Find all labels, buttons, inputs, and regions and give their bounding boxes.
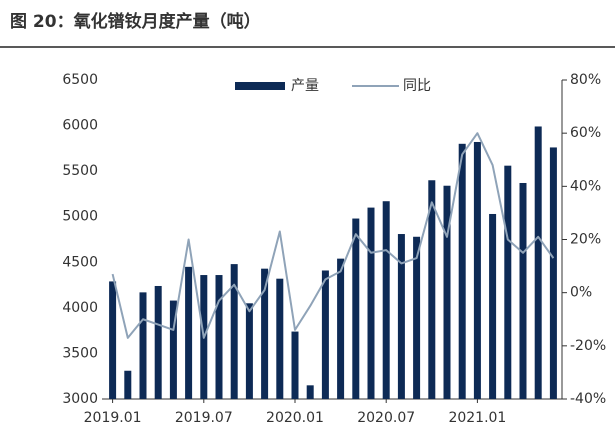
y2-tick-label: 20% bbox=[570, 232, 601, 248]
bar bbox=[382, 201, 390, 399]
bar bbox=[397, 234, 405, 399]
bar bbox=[291, 331, 299, 399]
y2-tick-label: 40% bbox=[570, 178, 601, 194]
bar bbox=[443, 185, 451, 399]
y2-tick-label: 0% bbox=[570, 285, 592, 301]
x-tick-label: 2019.01 bbox=[84, 410, 142, 426]
y-tick-label: 3000 bbox=[62, 391, 98, 407]
bar bbox=[413, 236, 421, 399]
bar bbox=[504, 165, 512, 399]
bar bbox=[549, 147, 557, 399]
bar bbox=[519, 182, 527, 399]
bar bbox=[534, 126, 542, 400]
bar bbox=[367, 207, 375, 399]
bar bbox=[337, 258, 345, 399]
y-tick-label: 6000 bbox=[62, 118, 98, 134]
legend-label: 产量 bbox=[291, 78, 319, 94]
bar bbox=[230, 264, 238, 399]
bar bbox=[473, 141, 481, 399]
x-tick-label: 2020.01 bbox=[266, 410, 324, 426]
bar bbox=[428, 180, 436, 399]
bar bbox=[306, 385, 314, 399]
y-tick-label: 3500 bbox=[62, 345, 98, 361]
bar bbox=[154, 285, 162, 399]
bar bbox=[261, 268, 269, 399]
bar bbox=[276, 278, 284, 399]
y-tick-label: 4500 bbox=[62, 254, 98, 270]
legend-label: 同比 bbox=[403, 78, 431, 94]
y-tick-label: 5500 bbox=[62, 163, 98, 179]
y-tick-label: 5000 bbox=[62, 209, 98, 225]
bar bbox=[109, 281, 117, 399]
legend-swatch bbox=[235, 82, 285, 90]
bar bbox=[215, 275, 223, 399]
bar bbox=[352, 218, 360, 399]
y2-tick-label: 60% bbox=[570, 125, 601, 141]
chart-title: 图 20：氧化镨钕月度产量（吨） bbox=[10, 11, 261, 32]
bar bbox=[139, 292, 147, 399]
x-tick-label: 2021.01 bbox=[448, 410, 506, 426]
x-tick-label: 2019.07 bbox=[175, 410, 233, 426]
y-tick-label: 4000 bbox=[62, 300, 98, 316]
y2-tick-label: -40% bbox=[570, 391, 606, 407]
bar bbox=[124, 370, 132, 399]
y2-tick-label: 80% bbox=[570, 72, 601, 88]
bar bbox=[185, 266, 193, 399]
line-series bbox=[111, 132, 555, 339]
x-tick-label: 2020.07 bbox=[357, 410, 415, 426]
bar bbox=[458, 143, 466, 399]
y2-tick-label: -20% bbox=[570, 338, 606, 354]
y-tick-label: 6500 bbox=[62, 72, 98, 88]
bar bbox=[321, 270, 329, 399]
bar bbox=[489, 213, 497, 399]
bar bbox=[245, 303, 253, 399]
bar bbox=[169, 300, 177, 399]
